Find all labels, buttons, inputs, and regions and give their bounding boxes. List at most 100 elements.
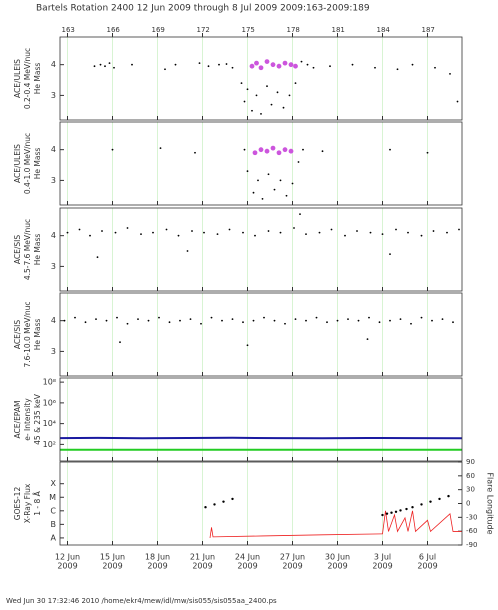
dot (369, 231, 372, 234)
dot (276, 63, 282, 69)
y-tick-label: B (51, 520, 57, 529)
dot (252, 319, 255, 322)
dot (291, 182, 294, 185)
dot (318, 231, 321, 234)
dot (449, 72, 451, 75)
dot (441, 318, 444, 321)
dot (116, 316, 118, 319)
flare-point (213, 503, 216, 506)
y-tick-label: 10⁸ (43, 378, 56, 387)
dot (93, 65, 96, 68)
y-tick-label: 3 (51, 262, 56, 271)
dot (254, 60, 259, 66)
x-tick-year: 2009 (327, 562, 347, 571)
dot (231, 66, 234, 69)
dot (266, 85, 268, 88)
x-tick-year: 2009 (282, 562, 302, 571)
dot (410, 322, 412, 325)
y-axis-label: 0.2-0.4 MeV/nuc (23, 48, 32, 109)
dot (108, 62, 111, 65)
y-axis-label: e- Intensity (23, 398, 32, 441)
x-tick-label: 6 Jul (419, 553, 436, 562)
y-tick-label: X (51, 479, 57, 488)
flare-point (222, 500, 225, 503)
dot (158, 316, 160, 319)
top-tick-label: 181 (332, 26, 345, 34)
dot (284, 322, 286, 325)
dot (186, 250, 189, 252)
dot (164, 68, 166, 71)
dot (264, 148, 270, 154)
y-tick-label: 10⁴ (43, 419, 56, 428)
dot (126, 322, 129, 325)
dot (357, 319, 360, 322)
x-tick-label: 27 Jun (280, 553, 305, 562)
panel-frame (59, 461, 463, 546)
top-tick-label: 184 (377, 26, 391, 34)
top-tick-label: 163 (62, 26, 75, 34)
y2-tick-label: 90 (466, 458, 475, 466)
dot (344, 234, 346, 237)
panel (60, 208, 462, 291)
y-tick-label: C (50, 506, 56, 515)
dot (114, 231, 117, 234)
dot (326, 321, 328, 324)
dot (104, 65, 106, 68)
dot (242, 231, 244, 234)
dot (194, 151, 196, 154)
y-axis-label: X-Ray Flux (23, 483, 32, 523)
dot (306, 63, 309, 66)
dot (330, 228, 333, 231)
dot (279, 179, 282, 182)
x-tick-label: 15 Jun (100, 553, 125, 562)
y-axis-label: ACE/SIS (13, 320, 22, 349)
dot (276, 150, 282, 156)
dot (270, 62, 276, 68)
dot (282, 106, 285, 109)
dot (165, 228, 168, 231)
y-tick-label: 3 (51, 176, 56, 185)
dot (210, 316, 213, 319)
dot (285, 194, 288, 197)
flare-point (429, 500, 432, 503)
dot (263, 316, 265, 319)
dot (299, 213, 301, 216)
panel-frame (59, 292, 463, 377)
top-tick-label: 175 (242, 26, 255, 34)
y-tick-label: M (49, 493, 56, 502)
dot (89, 234, 91, 237)
panel (60, 122, 462, 205)
top-tick-label: 169 (152, 26, 165, 34)
dot (99, 63, 102, 66)
dot (228, 228, 231, 231)
dot (368, 316, 370, 319)
dot (243, 148, 246, 151)
y2-tick-label: 0 (466, 500, 470, 508)
dot (131, 63, 133, 66)
flare-point (411, 505, 414, 509)
y-tick-label: A (51, 533, 57, 542)
dot (315, 316, 318, 319)
dot (389, 253, 391, 256)
panel (60, 37, 462, 120)
dot (426, 151, 429, 154)
panel-frame (59, 121, 463, 206)
dot (293, 227, 295, 229)
dot (242, 321, 244, 324)
flare-point (231, 497, 234, 501)
dot (267, 230, 270, 232)
flare-point (394, 510, 398, 513)
dot (282, 60, 288, 66)
x-tick-year: 2009 (417, 562, 437, 571)
dot (273, 319, 276, 322)
dot (347, 318, 349, 321)
dot (258, 147, 264, 153)
y2-tick-label: 30 (466, 486, 475, 494)
dot (264, 59, 270, 64)
y-tick-label: 4 (51, 231, 56, 240)
dot (260, 112, 262, 115)
dot (312, 66, 315, 69)
dot (378, 321, 381, 324)
dot (221, 319, 223, 322)
